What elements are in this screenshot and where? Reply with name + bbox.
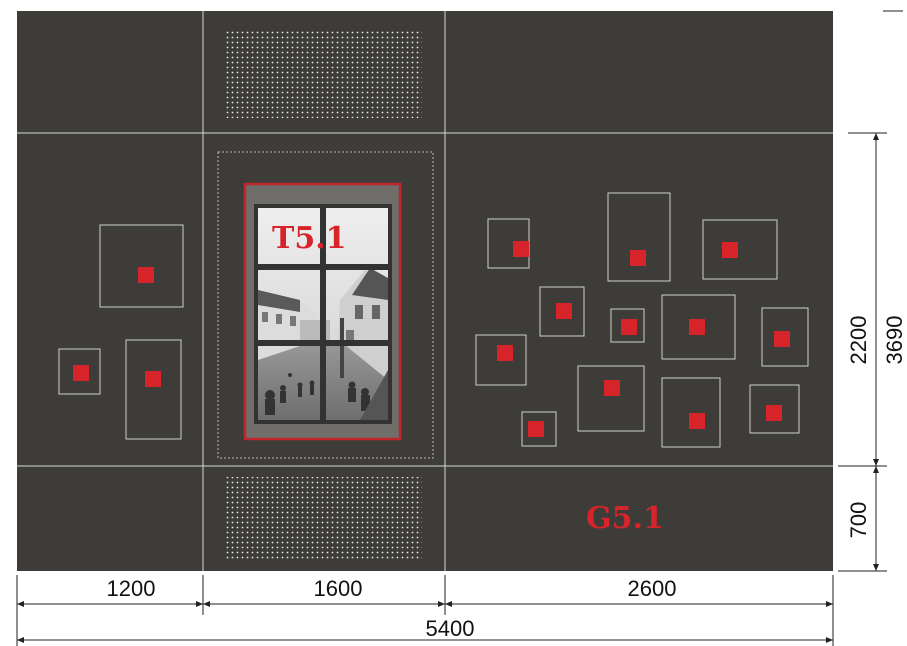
picture-frame xyxy=(661,377,721,448)
picture-frame xyxy=(99,224,184,308)
picture-frame xyxy=(749,384,800,434)
picture-frame xyxy=(702,219,778,280)
red-marker xyxy=(73,365,89,381)
red-marker xyxy=(604,380,620,396)
panel-code: T5.1 xyxy=(272,221,347,256)
red-marker xyxy=(689,319,705,335)
frames-layer xyxy=(58,192,809,448)
wall-code: G5.1 xyxy=(586,501,664,536)
wall-background xyxy=(17,11,833,571)
red-marker xyxy=(556,303,572,319)
dim-total-width: 5400 xyxy=(426,616,475,641)
red-marker xyxy=(138,267,154,283)
picture-frame xyxy=(539,286,585,337)
red-marker xyxy=(766,405,782,421)
picture-frame xyxy=(610,308,645,343)
red-marker xyxy=(497,345,513,361)
window-mullions xyxy=(258,208,388,420)
dim-total-height: 3690 xyxy=(882,316,907,365)
perforated-panel-bottom xyxy=(226,477,422,559)
display-panel: T5.1 xyxy=(243,182,402,441)
red-marker xyxy=(630,250,646,266)
dim-width-1200: 1200 xyxy=(107,576,156,601)
dim-width-2600: 2600 xyxy=(628,576,677,601)
red-marker xyxy=(722,242,738,258)
picture-frame xyxy=(661,294,736,360)
red-marker xyxy=(774,331,790,347)
dim-width-1600: 1600 xyxy=(314,576,363,601)
red-marker xyxy=(528,421,544,437)
picture-frame xyxy=(125,339,182,440)
red-marker xyxy=(621,319,637,335)
red-marker xyxy=(145,371,161,387)
picture-frame xyxy=(577,365,645,432)
picture-frame xyxy=(607,192,671,282)
dim-height-2200: 2200 xyxy=(846,316,871,365)
picture-frame xyxy=(521,411,557,447)
red-marker xyxy=(689,413,705,429)
dim-height-700: 700 xyxy=(846,502,871,539)
picture-frame xyxy=(475,334,527,386)
markers-layer xyxy=(73,241,790,437)
perforated-panel-top xyxy=(226,30,422,118)
dimension-lines xyxy=(16,10,903,646)
red-marker xyxy=(513,241,529,257)
display-zone-outline xyxy=(217,151,434,459)
picture-frame xyxy=(58,348,101,395)
picture-frame xyxy=(761,307,809,367)
wall-grid xyxy=(17,11,833,571)
